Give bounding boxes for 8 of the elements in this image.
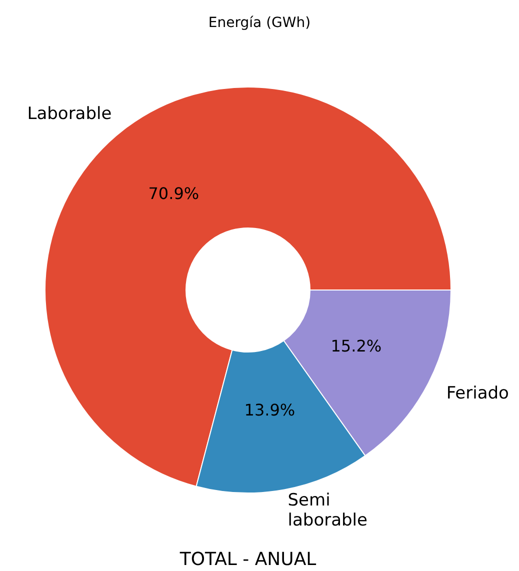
data-label: 15.2%: [330, 336, 382, 356]
data-label: 13.9%: [244, 400, 296, 420]
data-label: 70.9%: [148, 184, 200, 204]
slice-label: Semi laborable: [288, 490, 368, 531]
text: TOTAL - ANUAL: [178, 549, 316, 570]
slice-label: Feriado: [446, 384, 509, 404]
chart-title: Energía (GWh): [208, 15, 311, 31]
slice-label: Laborable: [27, 104, 112, 124]
